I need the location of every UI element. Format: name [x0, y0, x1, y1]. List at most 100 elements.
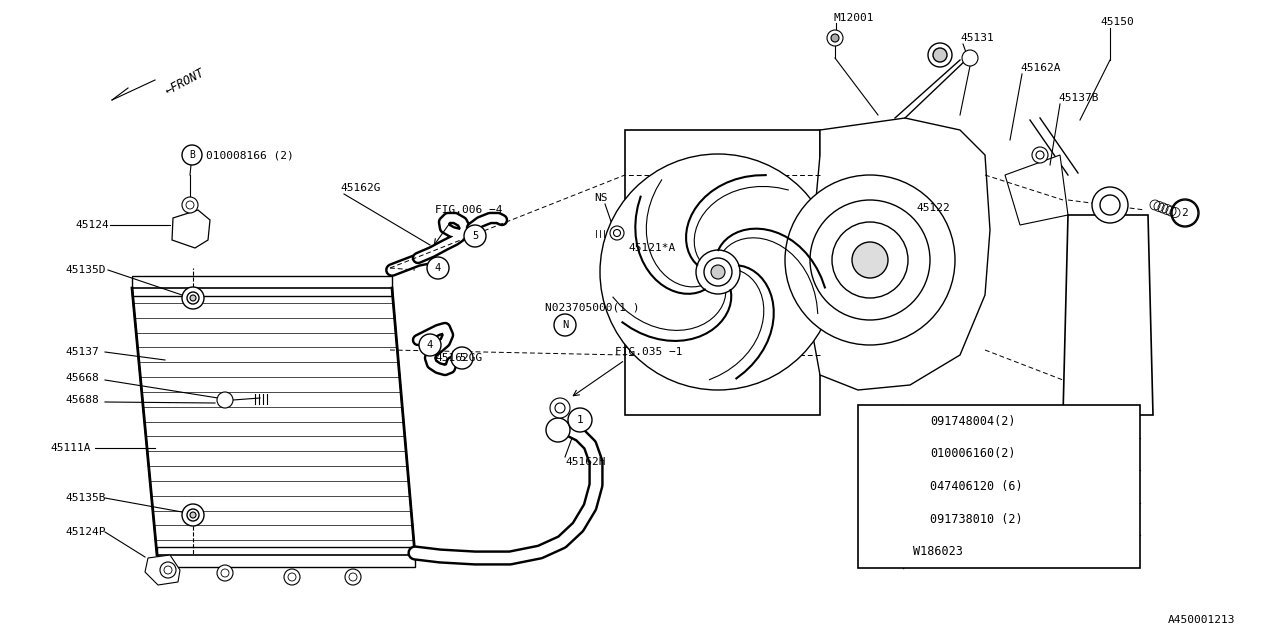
Circle shape — [187, 292, 198, 304]
Polygon shape — [145, 555, 180, 585]
Text: 010008166 (2): 010008166 (2) — [206, 150, 293, 160]
Text: 45688: 45688 — [65, 395, 99, 405]
Circle shape — [868, 410, 892, 433]
Circle shape — [832, 222, 908, 298]
Circle shape — [785, 175, 955, 345]
Circle shape — [868, 540, 892, 564]
Text: 4: 4 — [426, 340, 433, 350]
Circle shape — [1032, 147, 1048, 163]
Text: W186023: W186023 — [913, 545, 963, 558]
Text: 010006160(2): 010006160(2) — [931, 447, 1015, 460]
Text: 5: 5 — [458, 353, 465, 363]
Text: 45122: 45122 — [916, 203, 950, 213]
Circle shape — [909, 445, 927, 463]
Polygon shape — [1005, 155, 1068, 225]
Circle shape — [704, 258, 732, 286]
Circle shape — [909, 477, 927, 495]
Circle shape — [218, 392, 233, 408]
Circle shape — [868, 507, 892, 531]
Text: 45162H: 45162H — [564, 457, 605, 467]
Circle shape — [1092, 187, 1128, 223]
Circle shape — [868, 442, 892, 466]
Circle shape — [556, 403, 564, 413]
Text: N: N — [562, 320, 568, 330]
Text: B: B — [189, 150, 195, 160]
Circle shape — [611, 226, 625, 240]
Text: 45131: 45131 — [960, 33, 993, 43]
Circle shape — [428, 257, 449, 279]
Circle shape — [1100, 195, 1120, 215]
Text: 3: 3 — [877, 480, 883, 493]
Polygon shape — [172, 210, 210, 248]
Text: 1: 1 — [877, 415, 883, 428]
Text: 45121*A: 45121*A — [628, 243, 676, 253]
Text: 45135D: 45135D — [65, 265, 105, 275]
Text: 5: 5 — [877, 545, 883, 558]
Circle shape — [346, 569, 361, 585]
Text: A450001213: A450001213 — [1167, 615, 1235, 625]
Text: 1: 1 — [576, 415, 584, 425]
Circle shape — [600, 154, 836, 390]
Text: N023705000(1 ): N023705000(1 ) — [545, 303, 640, 313]
Text: 45162GG: 45162GG — [435, 353, 483, 363]
Text: 45162A: 45162A — [1020, 63, 1061, 73]
Circle shape — [827, 30, 844, 46]
Circle shape — [928, 43, 952, 67]
Text: ←FRONT: ←FRONT — [163, 67, 207, 98]
Circle shape — [568, 408, 591, 432]
Circle shape — [1171, 199, 1199, 227]
Polygon shape — [810, 118, 989, 390]
Text: 45111A: 45111A — [50, 443, 91, 453]
Text: M12001: M12001 — [835, 13, 874, 23]
Circle shape — [451, 347, 474, 369]
Circle shape — [182, 197, 198, 213]
Bar — [625, 130, 820, 415]
Bar — [858, 405, 1140, 568]
Text: 5: 5 — [472, 231, 479, 241]
Circle shape — [182, 287, 204, 309]
Text: 2: 2 — [877, 447, 883, 460]
Text: 091748004(2): 091748004(2) — [931, 415, 1015, 428]
Text: C: C — [915, 416, 920, 426]
Text: 45137B: 45137B — [1059, 93, 1098, 103]
Circle shape — [182, 145, 202, 165]
Text: 45162G: 45162G — [340, 183, 380, 193]
Circle shape — [831, 34, 838, 42]
Circle shape — [189, 295, 196, 301]
Text: 45137: 45137 — [65, 347, 99, 357]
Circle shape — [963, 50, 978, 66]
Circle shape — [550, 398, 570, 418]
Circle shape — [1172, 200, 1198, 226]
Circle shape — [284, 569, 300, 585]
Text: 091738010 (2): 091738010 (2) — [931, 513, 1023, 525]
Circle shape — [909, 510, 927, 528]
Text: 45124: 45124 — [76, 220, 109, 230]
Circle shape — [613, 230, 621, 237]
Text: FIG.006 −4: FIG.006 −4 — [435, 205, 503, 215]
Text: C: C — [915, 514, 920, 524]
Circle shape — [218, 565, 233, 581]
Text: 45135B: 45135B — [65, 493, 105, 503]
Polygon shape — [1062, 215, 1153, 415]
Text: 047406120 (6): 047406120 (6) — [931, 480, 1023, 493]
Text: 4: 4 — [877, 513, 883, 525]
Circle shape — [465, 225, 486, 247]
Circle shape — [187, 509, 198, 521]
Circle shape — [868, 474, 892, 499]
Circle shape — [160, 562, 177, 578]
Circle shape — [696, 250, 740, 294]
Text: 45668: 45668 — [65, 373, 99, 383]
Circle shape — [710, 265, 724, 279]
Circle shape — [182, 504, 204, 526]
Circle shape — [419, 334, 442, 356]
Text: 2: 2 — [1181, 208, 1188, 218]
Circle shape — [1036, 151, 1044, 159]
Circle shape — [810, 200, 931, 320]
Text: 45124P: 45124P — [65, 527, 105, 537]
Text: NS: NS — [594, 193, 608, 203]
Circle shape — [189, 512, 196, 518]
Text: B: B — [915, 449, 920, 459]
Circle shape — [554, 314, 576, 336]
Text: B: B — [915, 481, 920, 492]
Circle shape — [909, 412, 927, 430]
